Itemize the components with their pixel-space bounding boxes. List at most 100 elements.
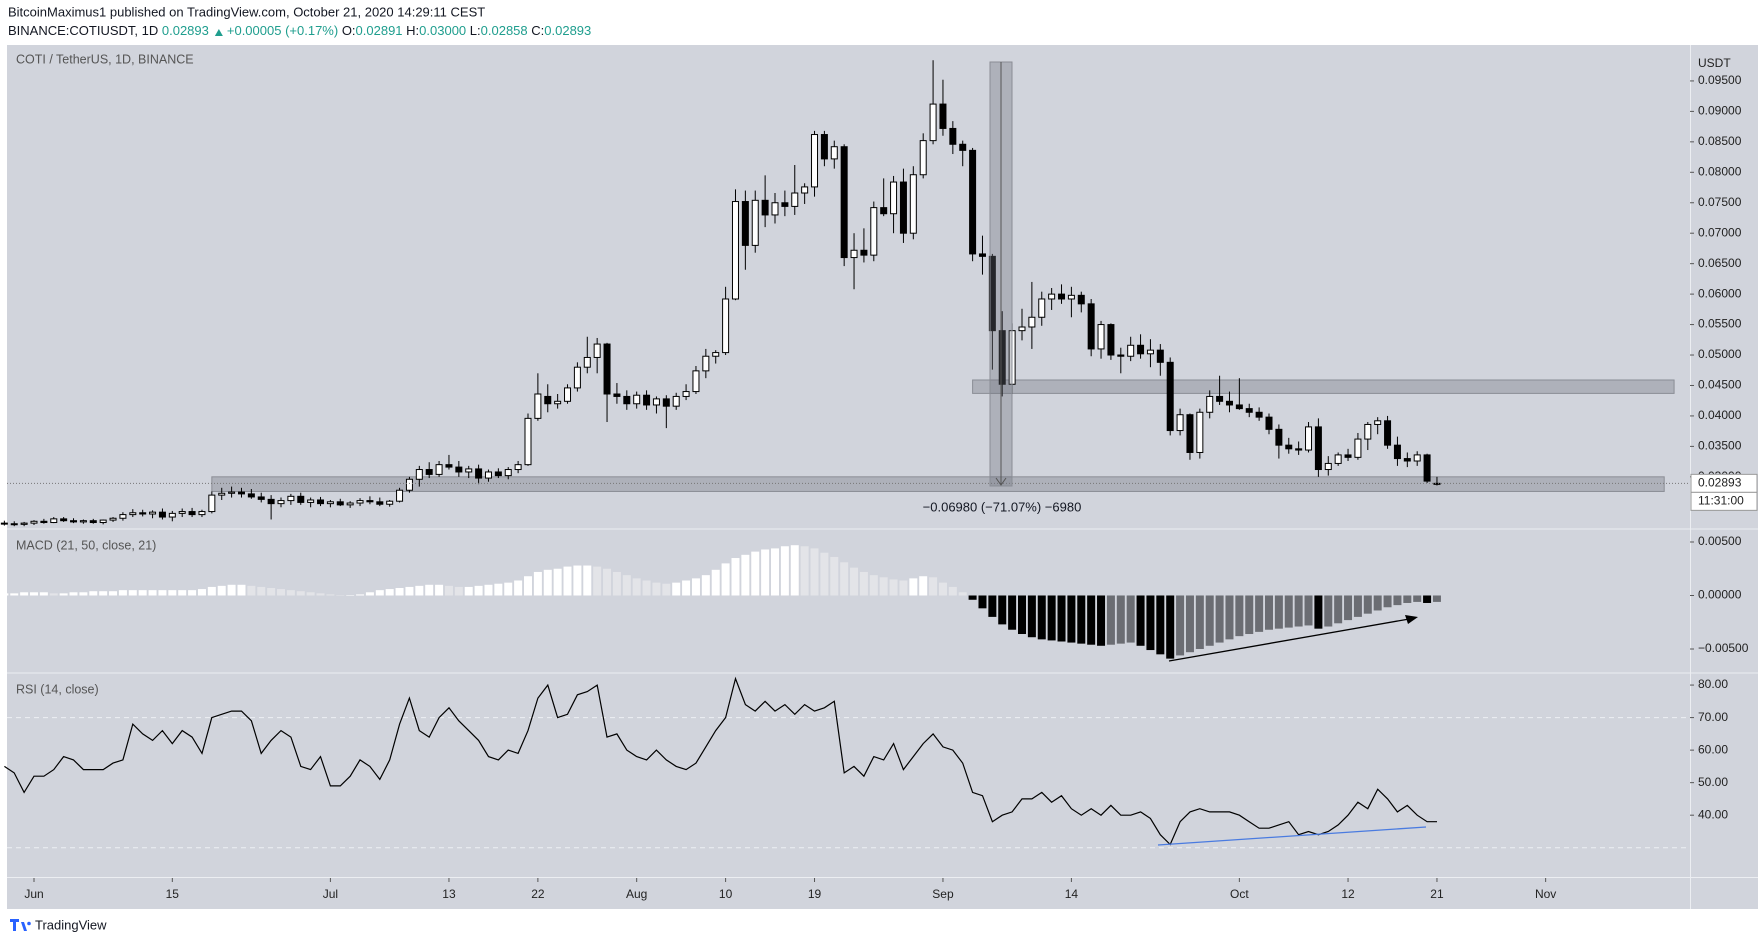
candle-body <box>297 495 305 503</box>
candle-body <box>425 469 433 475</box>
macd-bar <box>1185 595 1194 653</box>
macd-bar <box>494 583 503 596</box>
rsi-trendline <box>1157 826 1427 846</box>
macd-bar <box>59 593 68 596</box>
macd-bar <box>1403 595 1412 603</box>
x-tick-label: Aug <box>626 887 647 901</box>
candle-body <box>1137 344 1145 355</box>
candle-body <box>672 395 680 407</box>
x-tick-label: Jun <box>24 887 43 901</box>
macd-bar <box>1245 595 1254 635</box>
y-tick-label: 0.09000 <box>1698 104 1742 118</box>
x-tick-label: 12 <box>1341 887 1355 901</box>
x-tick-label: Nov <box>1535 887 1556 901</box>
macd-bar <box>533 571 542 596</box>
macd-bar <box>1353 595 1362 617</box>
logo-icon <box>10 919 27 931</box>
candle-body <box>1374 420 1382 425</box>
candle-body <box>79 520 87 523</box>
macd-bar <box>1136 595 1145 646</box>
candle-body <box>731 201 739 300</box>
y-tick-label: 0.00500 <box>1698 534 1742 548</box>
candle-body <box>573 366 581 389</box>
candle-body <box>643 394 651 406</box>
macd-bar <box>1018 595 1026 635</box>
macd-bar <box>622 575 631 596</box>
macd-bar <box>1077 595 1086 644</box>
macd-bar <box>375 590 384 596</box>
macd-bar <box>662 583 671 596</box>
candle-body <box>978 253 986 257</box>
macd-bar <box>118 590 127 596</box>
candle-body <box>356 500 364 504</box>
macd-bar <box>968 595 977 600</box>
y-tick-label: 0.07000 <box>1698 225 1742 239</box>
candle-body <box>1245 408 1253 413</box>
last-price: 0.02893 <box>162 23 209 38</box>
candle-body <box>376 501 384 505</box>
candle-body <box>919 140 927 176</box>
macd-bar <box>721 563 730 596</box>
candle-body <box>475 468 483 479</box>
macd-bar <box>1274 595 1283 629</box>
macd-bar <box>178 590 187 596</box>
y-tick-label: 0.08000 <box>1698 164 1742 178</box>
x-tick-label: 13 <box>442 887 456 901</box>
pane-title: RSI (14, close) <box>16 682 99 696</box>
candle-body <box>1305 426 1313 451</box>
candle-body <box>129 512 137 516</box>
macd-bar <box>1423 595 1432 603</box>
candle-body <box>70 520 78 523</box>
candle-body <box>317 499 325 505</box>
macd-bar <box>197 589 206 596</box>
candle-body <box>30 520 38 524</box>
candle-body <box>751 199 759 246</box>
candle-body <box>1206 395 1214 413</box>
macd-bar <box>998 595 1007 625</box>
ohlc-value: 0.02858 <box>481 23 528 38</box>
macd-bar <box>1205 595 1214 646</box>
candle-body <box>168 512 176 518</box>
candle-body <box>50 518 58 524</box>
macd-bar <box>425 584 434 596</box>
candle-body <box>722 298 730 354</box>
macd-bar <box>790 545 799 596</box>
candle-body <box>969 149 977 255</box>
candle-body <box>1314 426 1322 471</box>
candle-body <box>949 127 957 145</box>
ohlc-label: O: <box>342 23 356 38</box>
candle-body <box>1364 423 1372 440</box>
symbol: BINANCE:COTIUSDT, 1D <box>8 23 158 38</box>
candle-body <box>188 511 196 516</box>
macd-bar <box>1126 595 1135 643</box>
macd-bar <box>316 593 325 596</box>
macd-bar <box>1324 595 1333 627</box>
candle-body <box>435 464 443 475</box>
candle-body <box>218 492 226 496</box>
macd-bar <box>642 580 651 596</box>
candle-body <box>119 514 127 519</box>
candle-body <box>405 478 413 491</box>
candle-body <box>158 511 166 518</box>
candle-body <box>139 512 147 515</box>
macd-bar <box>573 565 582 596</box>
macd-bar <box>346 595 355 596</box>
candle-body <box>929 103 937 142</box>
macd-bar <box>39 592 48 596</box>
candle-body <box>1334 454 1342 464</box>
candle-body <box>811 134 819 188</box>
candle-body <box>583 356 591 368</box>
x-tick-label: 21 <box>1430 887 1444 901</box>
candle-body <box>791 192 799 207</box>
ohlc-value: 0.03000 <box>419 23 466 38</box>
macd-bar <box>474 585 483 596</box>
ohlc-label: C: <box>531 23 544 38</box>
candle-body <box>514 464 522 471</box>
pane-title: MACD (21, 50, close, 21) <box>16 538 156 552</box>
candle-body <box>1176 414 1184 432</box>
candle-body <box>682 391 690 397</box>
candle-body <box>692 370 700 393</box>
macd-bar <box>326 594 335 596</box>
